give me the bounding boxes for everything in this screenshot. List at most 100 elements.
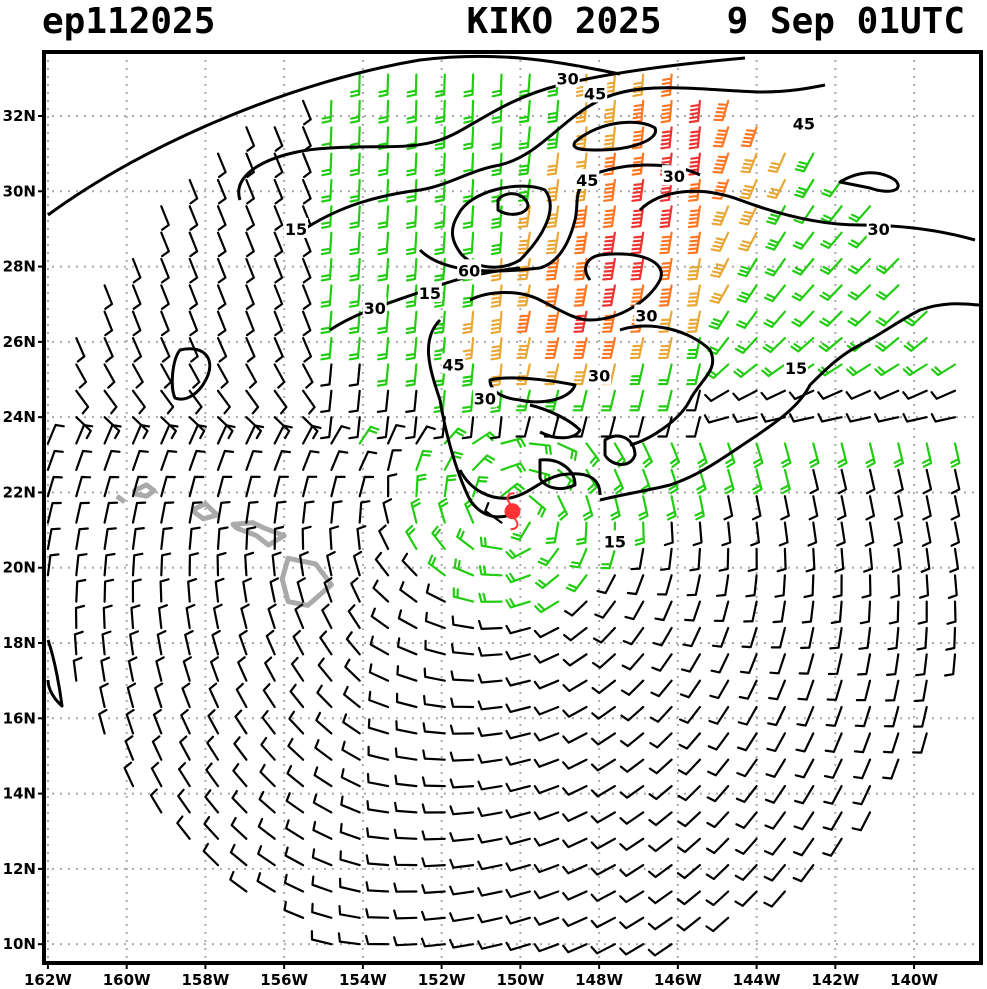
wind-barb: [216, 284, 227, 310]
wind-barb: [339, 822, 361, 840]
wind-barb: [286, 764, 305, 788]
wind-barb: [210, 656, 220, 682]
wind-barb: [865, 468, 876, 495]
wind-barb: [319, 630, 333, 656]
wind-barb: [863, 547, 874, 573]
wind-barb: [764, 257, 786, 277]
wind-barb: [848, 205, 872, 223]
wind-barb: [208, 682, 220, 709]
wind-barb: [823, 758, 843, 779]
wind-barb: [232, 763, 248, 788]
wind-barb: [533, 732, 560, 742]
wind-barb: [903, 337, 928, 352]
wind-barb: [99, 682, 109, 709]
wind-barb: [463, 99, 475, 124]
wind-barb: [795, 732, 815, 753]
wind-barb: [658, 284, 673, 307]
island-kauai: [132, 482, 157, 499]
wind-barb: [366, 800, 390, 814]
contour-label-bg: [575, 168, 600, 189]
wind-barb: [463, 73, 475, 98]
wind-barb: [648, 758, 673, 775]
wind-barb: [791, 310, 815, 328]
wind-barb: [150, 761, 163, 788]
wind-barb: [547, 99, 560, 124]
wind-barb: [478, 619, 503, 630]
wind-barb: [216, 205, 227, 231]
wind-barb: [686, 363, 701, 386]
wind-barb: [562, 732, 588, 744]
wind-barb: [619, 837, 645, 851]
wind-barb: [461, 416, 475, 440]
wind-barb: [711, 205, 730, 226]
wind-barb: [345, 631, 361, 656]
wind-barb: [462, 284, 475, 308]
wind-barb: [917, 600, 928, 625]
wind-barb: [343, 685, 361, 709]
wind-barb: [663, 521, 674, 547]
wind-barb: [245, 205, 255, 231]
contour-label: 45: [576, 171, 598, 190]
wind-barb: [449, 724, 475, 735]
wind-barb: [706, 785, 730, 803]
wind-barb: [762, 337, 786, 354]
wind-barb: [574, 205, 588, 229]
wind-barb: [601, 310, 616, 333]
lon-tick-label: 154W: [339, 971, 387, 989]
wind-barb: [500, 482, 525, 498]
wind-barb: [376, 416, 390, 440]
wind-barb: [315, 711, 333, 735]
wind-barb: [845, 413, 872, 423]
wind-barb: [477, 700, 503, 711]
wind-barb: [562, 943, 588, 954]
wind-barb: [679, 679, 701, 699]
wind-barb: [311, 875, 333, 893]
wind-barb: [822, 837, 843, 857]
island-molokai-maui: [230, 520, 287, 548]
wind-barb: [505, 756, 531, 766]
wind-barb: [738, 679, 758, 700]
wind-barb: [711, 626, 730, 648]
wind-barb: [46, 527, 61, 550]
contour-line: [469, 252, 663, 322]
wind-barb: [679, 705, 701, 724]
wind-barb: [562, 837, 588, 849]
wind-barb: [396, 665, 418, 682]
wind-barb: [75, 527, 89, 550]
wind-barb: [127, 656, 138, 682]
wind-barb: [590, 811, 616, 824]
wind-barb: [619, 758, 645, 773]
wind-barb: [434, 231, 446, 256]
wind-barb: [792, 864, 815, 883]
wind-barb: [628, 416, 645, 438]
wind-barb: [395, 720, 418, 735]
wind-barb: [387, 473, 398, 498]
wind-barb: [102, 604, 113, 630]
wind-barb: [320, 337, 333, 361]
wind-barb: [491, 99, 503, 124]
wind-barb: [160, 310, 170, 337]
wind-barb: [792, 257, 815, 276]
wind-barb: [103, 578, 115, 603]
lat-tick-label: 10N: [3, 935, 36, 953]
contour-label: 15: [419, 284, 441, 303]
wind-barb: [443, 427, 467, 445]
wind-barb: [405, 310, 418, 335]
wind-barb: [847, 284, 872, 301]
wind-barb: [160, 449, 178, 471]
wind-barb: [265, 629, 276, 656]
wind-barb: [682, 626, 701, 648]
wind-barb: [292, 630, 305, 656]
wind-barb: [519, 73, 531, 97]
wind-barb: [372, 579, 390, 603]
wind-barb: [477, 860, 503, 871]
wind-barb: [669, 442, 681, 468]
contour-label: 30: [663, 167, 685, 186]
wind-barb: [289, 683, 305, 709]
wind-barb: [273, 424, 293, 445]
wind-barb: [421, 830, 446, 841]
wind-barb: [242, 577, 252, 603]
wind-barb: [563, 626, 588, 642]
wind-barb: [103, 310, 114, 337]
wind-barb: [652, 626, 673, 647]
